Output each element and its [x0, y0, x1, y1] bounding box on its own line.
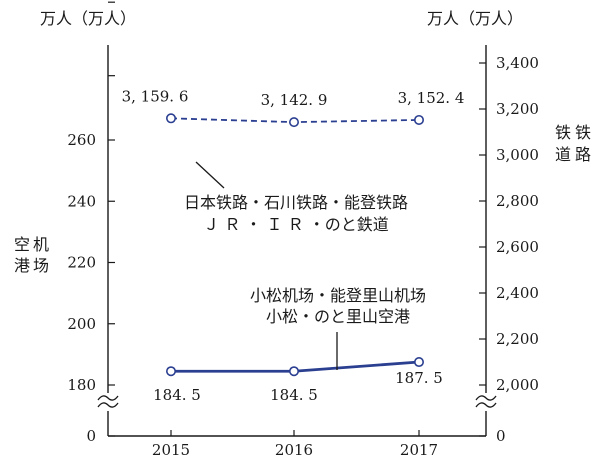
- right-tick-label: 2,400: [496, 284, 539, 302]
- airport-data-label: 184. 5: [270, 386, 318, 404]
- rail-data-label: 3, 142. 9: [261, 91, 328, 109]
- airport-series-point: [413, 357, 424, 368]
- x-axis-ticks: 2015 2016 2017: [152, 430, 438, 457]
- rail-series-point: [166, 113, 177, 124]
- annotations: 日本铁路・石川铁路・能登铁路 Ｊ Ｒ ・ Ｉ Ｒ ・のと鉄道小松机场・能登里山机场…: [184, 161, 426, 370]
- airport-annotation-line2: 小松・のと里山空港: [266, 307, 410, 326]
- left-tick-label: 0: [86, 427, 96, 445]
- left-tick-label: 240: [67, 192, 96, 210]
- right-tick-label: 0: [496, 427, 506, 445]
- left-break-wave: [97, 402, 119, 408]
- x-tick-label: 2017: [400, 441, 438, 457]
- right-tick-label: 3,400: [496, 54, 539, 72]
- right-tick-label: 3,000: [496, 146, 539, 164]
- rail-annotation-line1: 日本铁路・石川铁路・能登铁路: [184, 193, 408, 212]
- right-axis-ticks: 0 2,000 2,200 2,400 2,600 2,800 3,000 3,200 3,40…: [479, 54, 539, 445]
- rail-data-label: 3, 152. 4: [398, 89, 465, 107]
- airport-series-point: [288, 366, 299, 377]
- right-tick-label: 3,200: [496, 100, 539, 118]
- left-tick-label: 180: [67, 376, 96, 394]
- rail-annotation-line2: Ｊ Ｒ ・ Ｉ Ｒ ・のと鉄道: [203, 215, 388, 234]
- airport-annotation-line1: 小松机场・能登里山机场: [250, 286, 426, 305]
- rail-callout-line: [195, 161, 225, 189]
- left-axis-title-col1-bottom: 港: [14, 256, 30, 275]
- left-axis-title-col1-top: 空: [14, 235, 30, 254]
- right-axis-title-col1-top: 铁: [555, 123, 571, 142]
- x-tick-label: 2016: [275, 441, 313, 457]
- airport-series-point: [166, 366, 177, 377]
- right-break-wave: [475, 402, 497, 408]
- left-break-wave: [97, 395, 119, 401]
- right-break-wave: [475, 395, 497, 401]
- right-axis-title-col2-top: 铁: [575, 123, 591, 142]
- right-tick-label: 2,600: [496, 238, 539, 256]
- airport-data-label: 184. 5: [153, 386, 201, 404]
- left-axis-title-col2-bottom: 场: [33, 256, 49, 275]
- left-tick-label: 200: [67, 315, 96, 333]
- right-tick-label: 2,800: [496, 192, 539, 210]
- right-break-gap: [477, 393, 495, 411]
- right-tick-label: 2,200: [496, 330, 539, 348]
- left-axis-title-col2-top: 机: [33, 235, 49, 254]
- rail-series-point: [413, 114, 424, 125]
- left-break-gap: [99, 393, 117, 411]
- series-layer: [166, 113, 424, 377]
- rail-data-label: 3, 159. 6: [122, 87, 189, 105]
- data-labels: 3, 159. 6 3, 142. 9 3, 152. 4 184. 5 184. 5 1…: [122, 87, 465, 404]
- left-axis-unit: 万人（万人）: [40, 9, 136, 28]
- x-tick-label: 2015: [152, 441, 190, 457]
- airport-data-label: 187. 5: [395, 369, 443, 387]
- right-axis-title-col1-bottom: 道: [555, 145, 571, 164]
- rail-series-point: [288, 117, 299, 128]
- left-tick-label: 260: [67, 131, 96, 149]
- axis-break-marks: [97, 393, 497, 411]
- right-tick-label: 2,000: [496, 376, 539, 394]
- left-tick-label: 220: [67, 254, 96, 272]
- right-axis-title-col2-bottom: 路: [575, 145, 591, 164]
- right-axis-unit: 万人（万人）: [427, 9, 523, 28]
- left-axis-ticks: 0 180 200 220 240 260: [67, 1, 115, 445]
